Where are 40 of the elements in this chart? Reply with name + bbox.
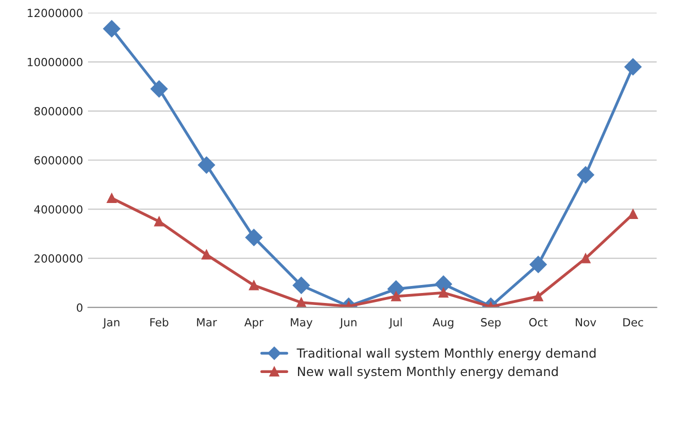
point [154,216,164,226]
y-tick-label: 6000000 [34,156,82,165]
x-tick-label: Oct [529,318,548,326]
point [198,156,216,174]
x-tick-label: Jan [102,318,120,329]
point [391,292,401,302]
point [245,228,262,246]
y-tick-label: 2000000 [34,254,82,263]
x-tick-label: Mar [197,318,217,326]
point [292,276,310,294]
point [296,298,306,308]
y-tick-label: 10000000 [28,58,82,66]
y-tick-label: 8000000 [34,106,82,116]
x-tick-label: Dec [623,318,644,326]
point [580,253,590,264]
point [628,209,638,219]
x-tick-label: Feb [150,318,168,326]
y-tick-label: 12000000 [28,8,82,18]
point [434,276,452,293]
point [438,288,448,298]
x-tick-label: Aug [432,318,454,329]
x-tick-label: Sep [481,318,501,329]
point [533,292,544,302]
x-tick-label: Jul [388,318,402,329]
point [150,80,168,98]
point [577,166,594,184]
point [530,256,547,274]
y-tick-label: 4000000 [34,205,82,214]
legend-label: New wall system Monthly energy demand [298,366,558,379]
point [106,193,117,204]
point [249,280,259,290]
x-tick-label: Apr [244,318,264,329]
point [202,250,212,260]
x-tick-label: Jun [339,318,356,329]
x-tick-label: May [290,318,312,329]
x-tick-label: Nov [576,318,596,326]
legend-label: Traditional wall system Monthly energy demand [296,348,596,360]
point [624,58,642,76]
y-tick-label: 0 [76,303,82,312]
point [103,20,120,38]
